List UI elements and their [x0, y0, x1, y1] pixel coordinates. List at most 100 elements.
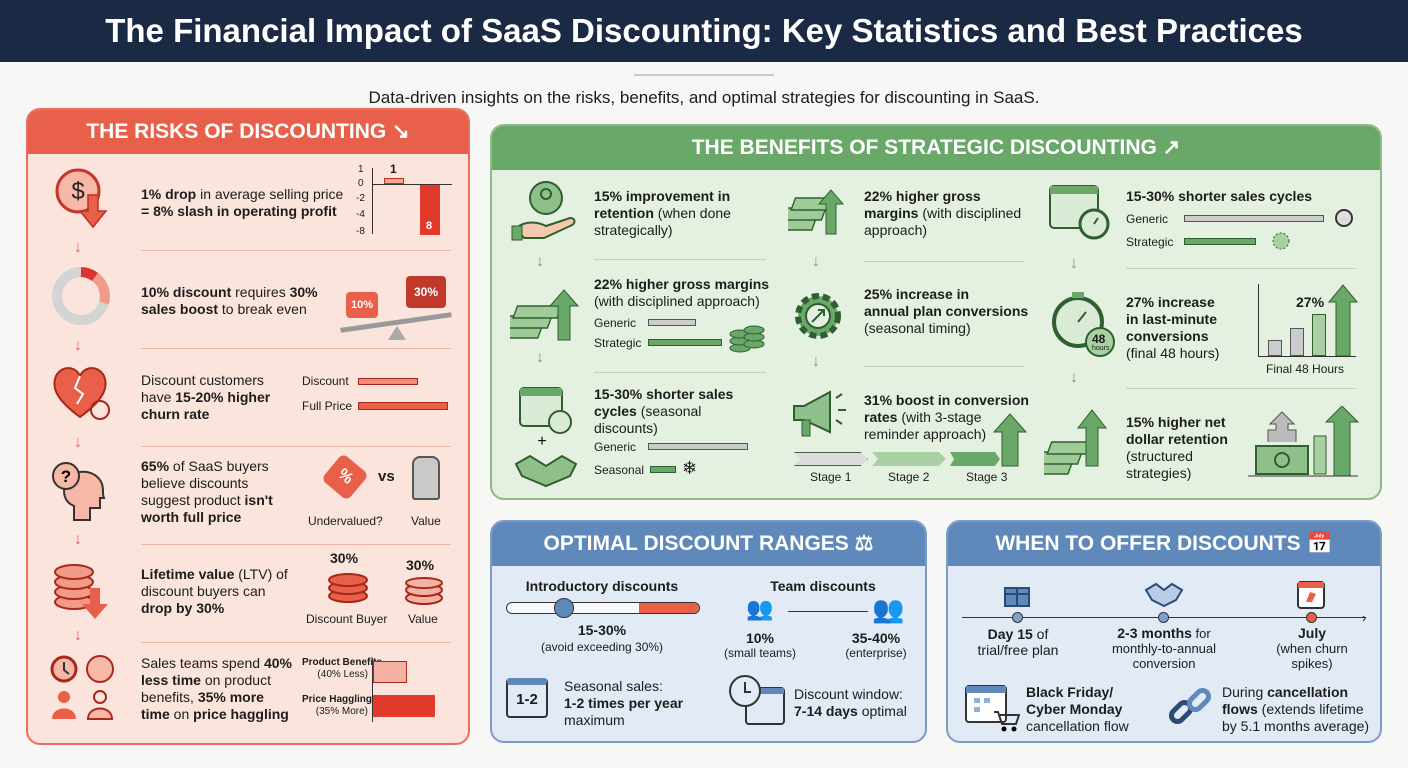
arrow-down-icon: ↓: [536, 253, 544, 270]
cash-up-icon: [510, 289, 580, 341]
arrow-down-icon: ↓: [1070, 255, 1078, 272]
timeline-item-day15: Day 15 of trial/free plan: [977, 626, 1059, 658]
seesaw-icon: 10% 30%: [340, 270, 456, 342]
hand-user-icon: [511, 181, 576, 241]
slider-handle: [554, 598, 574, 618]
when-heading: WHEN TO OFFER DISCOUNTS 📅: [948, 522, 1380, 566]
price-haggling-bar: [373, 695, 435, 717]
bar-label: 8: [426, 220, 433, 232]
timeline-item-july: July (when churn spikes): [1276, 625, 1348, 672]
calendar-clock-icon: 📅: [1306, 532, 1333, 555]
arrow-down-icon: ↓: [1070, 369, 1078, 386]
benefit-5-text: 25% increase in annual plan conversions (s…: [864, 286, 1029, 336]
arrow-down-icon: ↓: [74, 434, 82, 451]
weight-10: 10%: [346, 292, 378, 318]
risk-6-text: Sales teams spend 40% less time on produc…: [141, 655, 292, 722]
calendar-stopwatch-icon: [1049, 185, 1110, 240]
chart-label: Final 48 Hours: [1266, 362, 1345, 376]
tick-label: -4: [356, 209, 365, 220]
risks-panel: THE RISKS OF DISCOUNTING ↘ $ 1% drop in …: [26, 108, 470, 745]
benefit-1-text: 15% improvement in retention (when done st…: [594, 188, 731, 238]
team-high-value: 35-40%: [851, 630, 901, 646]
large-team-icon: 👥: [872, 594, 905, 624]
intro-note: (avoid exceeding 30%): [540, 640, 664, 654]
divider: [634, 74, 774, 76]
bar: [1312, 314, 1326, 356]
arrow-down-icon: ↓: [74, 337, 82, 354]
risk-5-text: Lifetime value (LTV) of discount buyers c…: [141, 566, 288, 616]
profit-bar-chart: 1 0 -2 -4 -8 1 8: [356, 162, 458, 238]
calendar-alert-icon: [1297, 581, 1325, 609]
sales-team-icon: [50, 655, 114, 720]
intro-discounts-title: Introductory discounts: [525, 578, 679, 594]
generic-label: Generic: [594, 440, 637, 454]
broken-heart-icon: [53, 367, 110, 420]
calendar-badge-icon: 1-2: [506, 678, 548, 718]
generic-arrow-icon: [1184, 215, 1324, 222]
stopwatch-icon: [1335, 209, 1353, 227]
arrow-down-right-icon: ↘: [392, 120, 410, 143]
benefit-3-text: 15-30% shorter sales cycles (seasonal disc…: [594, 386, 734, 436]
hours-badge: hours: [1092, 345, 1110, 352]
coin-stack-icon: [729, 325, 765, 353]
intro-value: 15-30%: [577, 622, 627, 638]
benefit-2-text: 22% higher gross margins (with discipline…: [594, 276, 770, 309]
stage-label: Stage 2: [888, 470, 930, 484]
arrow-up-icon: [992, 413, 1028, 467]
weight-30: 30%: [406, 276, 446, 308]
strategic-label: Strategic: [1126, 235, 1174, 249]
risks-heading-text: THE RISKS OF DISCOUNTING: [86, 120, 387, 143]
strategic-arrow-icon: [648, 339, 722, 346]
clock-calendar-icon: [729, 675, 785, 725]
megaphone-icon: [793, 390, 846, 437]
stack-value: 30%: [406, 557, 435, 573]
calendar-cart-icon: [965, 685, 1020, 732]
benefit-7-text: 15-30% shorter sales cycles: [1126, 188, 1313, 204]
black-friday-text: Black Friday/Cyber Monday cancellation fl…: [1026, 684, 1129, 734]
coins-down-icon: [54, 564, 108, 619]
benefits-panel: THE BENEFITS OF STRATEGIC DISCOUNTING ↗ …: [490, 124, 1382, 500]
when-heading-text: WHEN TO OFFER DISCOUNTS: [995, 532, 1301, 555]
risk-2-text: 10% discount requires 30% sales boost to …: [141, 284, 318, 317]
stage-3-chevron: [950, 452, 1000, 466]
tick-label: 0: [358, 178, 364, 189]
bar-positive: [384, 178, 404, 184]
seasonal-label: Seasonal: [594, 463, 645, 477]
seasonal-arrow-icon: [650, 466, 676, 473]
broken-link-icon: [1168, 687, 1212, 725]
coin-stack-icon: [405, 577, 443, 605]
stopwatch-48-icon: [1052, 292, 1115, 357]
price-tag-icon: [412, 456, 440, 500]
ranges-panel: OPTIMAL DISCOUNT RANGES ⚖ Introductory d…: [490, 520, 927, 743]
arrow-down-icon: ↓: [74, 239, 82, 256]
arrow-down-icon: ↓: [812, 353, 820, 370]
bar-negative: [420, 185, 440, 235]
team-discounts-title: Team discounts: [770, 578, 876, 594]
product-benefits-label: Product Benefits (40% Less): [302, 657, 383, 680]
stage-label: Stage 1: [810, 470, 852, 484]
intro-discount-slider: [506, 602, 700, 614]
scales-icon: ⚖: [854, 532, 874, 555]
timeline-dot: [1306, 612, 1317, 623]
donut-icon: [52, 267, 110, 325]
bar: [1268, 340, 1282, 356]
seasonal-sales-text: Seasonal sales: 1-2 times per year maximum: [564, 678, 684, 728]
page-subtitle: Data-driven insights on the risks, benef…: [368, 88, 1040, 107]
stack-label: Value: [408, 612, 438, 626]
benefits-heading-text: THE BENEFITS OF STRATEGIC DISCOUNTING: [691, 136, 1157, 159]
risk-4-text: 65% of SaaS buyers believe discounts sugge…: [141, 458, 273, 525]
page-title: The Financial Impact of SaaS Discounting…: [0, 0, 1408, 62]
handshake-icon: [1144, 582, 1184, 608]
risk-1-text: 1% drop in average selling price = 8% sla…: [141, 186, 344, 219]
gear-arrow-icon: [795, 293, 841, 339]
strategic-label: Strategic: [594, 336, 642, 350]
svg-text:?: ?: [61, 467, 71, 486]
timeline-dot: [1158, 612, 1169, 623]
gift-icon: [1004, 587, 1030, 607]
benefit-4-text: 22% higher gross margins (with discipline…: [864, 188, 1022, 238]
snowflake-icon: ❄: [682, 458, 698, 478]
dollar-down-icon: $: [55, 168, 108, 229]
cash-growth-icon: [1248, 406, 1360, 477]
stage-1-chevron: [794, 452, 868, 466]
generic-label: Generic: [1126, 212, 1169, 226]
